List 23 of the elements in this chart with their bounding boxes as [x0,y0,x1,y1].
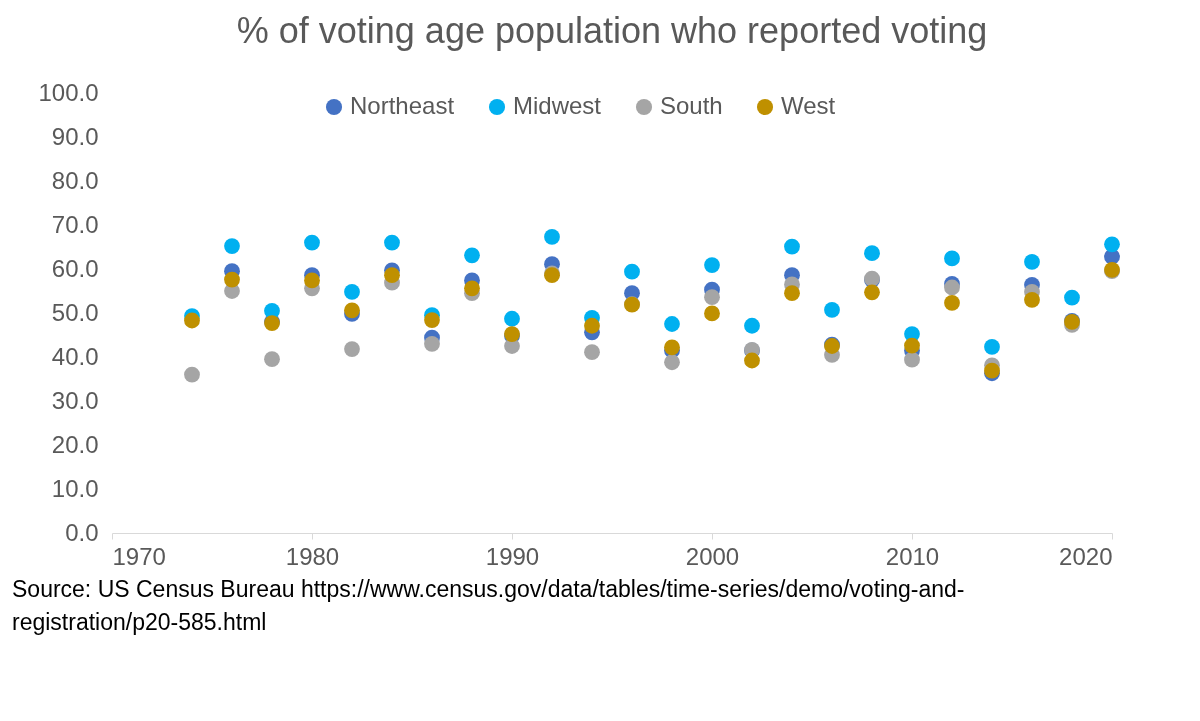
chart-title: % of voting age population who reported voting [236,10,988,51]
legend-label: South [660,92,723,119]
x-tick-label: 2000 [685,542,740,570]
source-note: Source: US Census Bureau https://www.census.gov/data/tables/time-series/demo/voting-and-registration/p20-585.html [12,576,965,635]
y-tick-label: 70.0 [51,210,99,238]
x-tick-label: 2010 [885,542,940,570]
y-tick-label: 90.0 [51,122,99,150]
y-tick-label: 50.0 [51,298,99,326]
y-tick-label: 30.0 [51,386,99,414]
y-tick-label: 100.0 [38,78,99,106]
y-tick-label: 10.0 [51,474,99,502]
x-tick-label: 1970 [112,542,166,570]
y-tick-label: 0.0 [65,518,99,546]
y-tick-label: 40.0 [51,342,99,370]
legend-label: Northeast [350,92,455,119]
x-tick-label: 1980 [285,542,340,570]
y-tick-label: 60.0 [51,254,99,282]
y-tick-label: 80.0 [51,166,99,194]
legend-label: West [781,92,836,119]
y-tick-label: 20.0 [51,430,99,458]
x-tick-label: 1990 [485,542,540,570]
legend-label: Midwest [513,92,602,119]
x-tick-label: 2020 [1059,542,1113,570]
